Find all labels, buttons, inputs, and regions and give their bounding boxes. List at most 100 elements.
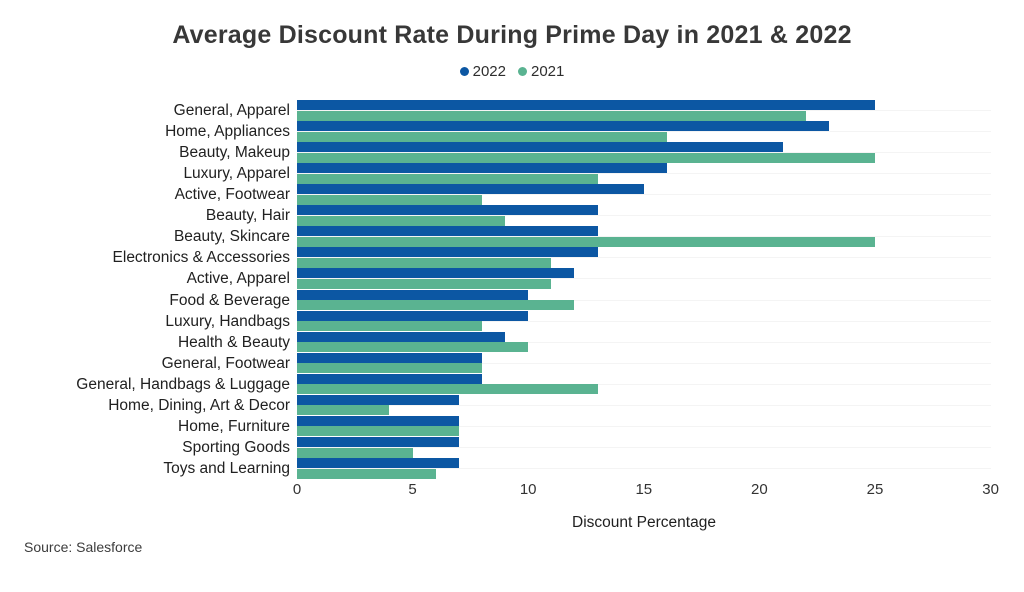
legend-label: 2021 xyxy=(531,63,565,80)
category-row: Active, Footwear xyxy=(0,184,1024,205)
category-row: Sporting Goods xyxy=(0,436,1024,458)
row-gridline xyxy=(297,446,991,448)
bar-2022 xyxy=(297,142,783,153)
bar-2021 xyxy=(297,258,552,268)
x-axis-tick-label: 25 xyxy=(866,481,884,498)
bar-2022 xyxy=(297,310,529,321)
category-label: Beauty, Skincare xyxy=(173,228,290,246)
category-label: Food & Beverage xyxy=(169,291,290,309)
row-gridline xyxy=(297,152,991,154)
x-axis-tick-label: 0 xyxy=(292,481,302,498)
row-gridline xyxy=(297,236,991,238)
bar-2021 xyxy=(297,279,552,290)
bar-2021 xyxy=(297,152,875,163)
bar-2022 xyxy=(297,458,459,469)
category-label: Health & Beauty xyxy=(177,333,290,351)
category-row: Electronics & Accessories xyxy=(0,247,1024,268)
row-gridline xyxy=(297,383,991,385)
bar-2021 xyxy=(297,110,806,121)
bar-2022 xyxy=(297,394,459,405)
bar-2021 xyxy=(297,173,598,184)
bar-2021 xyxy=(297,342,529,353)
bar-2022 xyxy=(297,163,667,174)
x-axis-title: Discount Percentage xyxy=(572,514,716,531)
category-row: General, Footwear xyxy=(0,352,1024,374)
category-label: Beauty, Hair xyxy=(205,207,290,225)
chart-title: Average Discount Rate During Prime Day i… xyxy=(172,21,852,49)
category-row: Luxury, Apparel xyxy=(0,163,1024,184)
bar-2021 xyxy=(297,426,459,437)
category-row: Home, Furniture xyxy=(0,415,1024,437)
row-gridline xyxy=(297,110,991,111)
row-gridline xyxy=(297,362,991,364)
category-label: Active, Apparel xyxy=(186,270,290,288)
category-label: Luxury, Apparel xyxy=(183,165,290,183)
row-gridline xyxy=(297,131,991,133)
legend-item-2021: 2021 xyxy=(518,63,564,80)
bar-2021 xyxy=(297,384,598,395)
legend-dot-2022 xyxy=(459,67,469,76)
category-label: Toys and Learning xyxy=(163,460,290,478)
bar-2022 xyxy=(297,100,875,110)
x-axis-tick-label: 15 xyxy=(635,481,653,498)
category-row: Health & Beauty xyxy=(0,331,1024,353)
row-gridline xyxy=(297,341,991,343)
legend-dot-2021 xyxy=(518,67,527,76)
category-label: General, Handbags & Luggage xyxy=(76,375,290,393)
bar-2022 xyxy=(297,247,598,258)
category-row: Toys and Learning xyxy=(0,458,1024,479)
row-gridline xyxy=(297,257,991,259)
category-label: Home, Dining, Art & Decor xyxy=(108,396,290,414)
bar-2022 xyxy=(297,415,459,426)
x-axis-tick-label: 5 xyxy=(408,481,417,498)
bar-2022 xyxy=(297,268,575,279)
category-label: Home, Appliances xyxy=(165,123,290,141)
source-note: Source: Salesforce xyxy=(24,539,143,555)
bar-2021 xyxy=(297,447,413,458)
x-axis-tick-label: 10 xyxy=(519,481,537,498)
category-label: General, Footwear xyxy=(161,354,290,372)
category-row: Food & Beverage xyxy=(0,289,1024,311)
bar-2022 xyxy=(297,205,598,216)
category-label: Sporting Goods xyxy=(182,438,290,456)
bar-2021 xyxy=(297,363,482,374)
bar-2021 xyxy=(297,215,506,226)
category-label: Home, Furniture xyxy=(178,417,290,435)
category-label: General, Apparel xyxy=(173,102,290,119)
row-gridline xyxy=(297,278,991,280)
row-gridline xyxy=(297,299,991,301)
bar-2022 xyxy=(297,121,829,132)
chart-legend: 2022 2021 xyxy=(0,63,1024,80)
category-row: Home, Appliances xyxy=(0,121,1024,142)
bar-2021 xyxy=(297,300,575,311)
category-row: General, Apparel xyxy=(0,100,1024,121)
row-gridline xyxy=(297,404,991,406)
category-row: Beauty, Hair xyxy=(0,205,1024,226)
row-gridline xyxy=(297,173,991,175)
legend-label: 2022 xyxy=(472,63,506,80)
category-row: Beauty, Makeup xyxy=(0,142,1024,163)
category-row: Luxury, Handbags xyxy=(0,310,1024,332)
legend-item-2022: 2022 xyxy=(459,63,506,80)
bar-2022 xyxy=(297,226,598,237)
category-label: Electronics & Accessories xyxy=(112,249,290,267)
category-row: Beauty, Skincare xyxy=(0,226,1024,247)
category-label: Beauty, Makeup xyxy=(179,144,290,162)
bar-2022 xyxy=(297,436,459,447)
bar-2021 xyxy=(297,321,482,332)
row-gridline xyxy=(297,194,991,196)
bar-2021 xyxy=(297,405,390,416)
bar-2021 xyxy=(297,131,667,142)
bar-2022 xyxy=(297,184,644,195)
row-gridline xyxy=(297,425,991,427)
row-gridline xyxy=(297,468,991,470)
row-gridline xyxy=(297,215,991,217)
category-label: Luxury, Handbags xyxy=(165,312,290,330)
bar-2021 xyxy=(297,236,875,247)
row-gridline xyxy=(297,320,991,322)
bar-2022 xyxy=(297,289,529,300)
x-axis-tick-label: 20 xyxy=(751,481,768,498)
category-row: General, Handbags & Luggage xyxy=(0,373,1024,395)
bar-2022 xyxy=(297,331,506,342)
